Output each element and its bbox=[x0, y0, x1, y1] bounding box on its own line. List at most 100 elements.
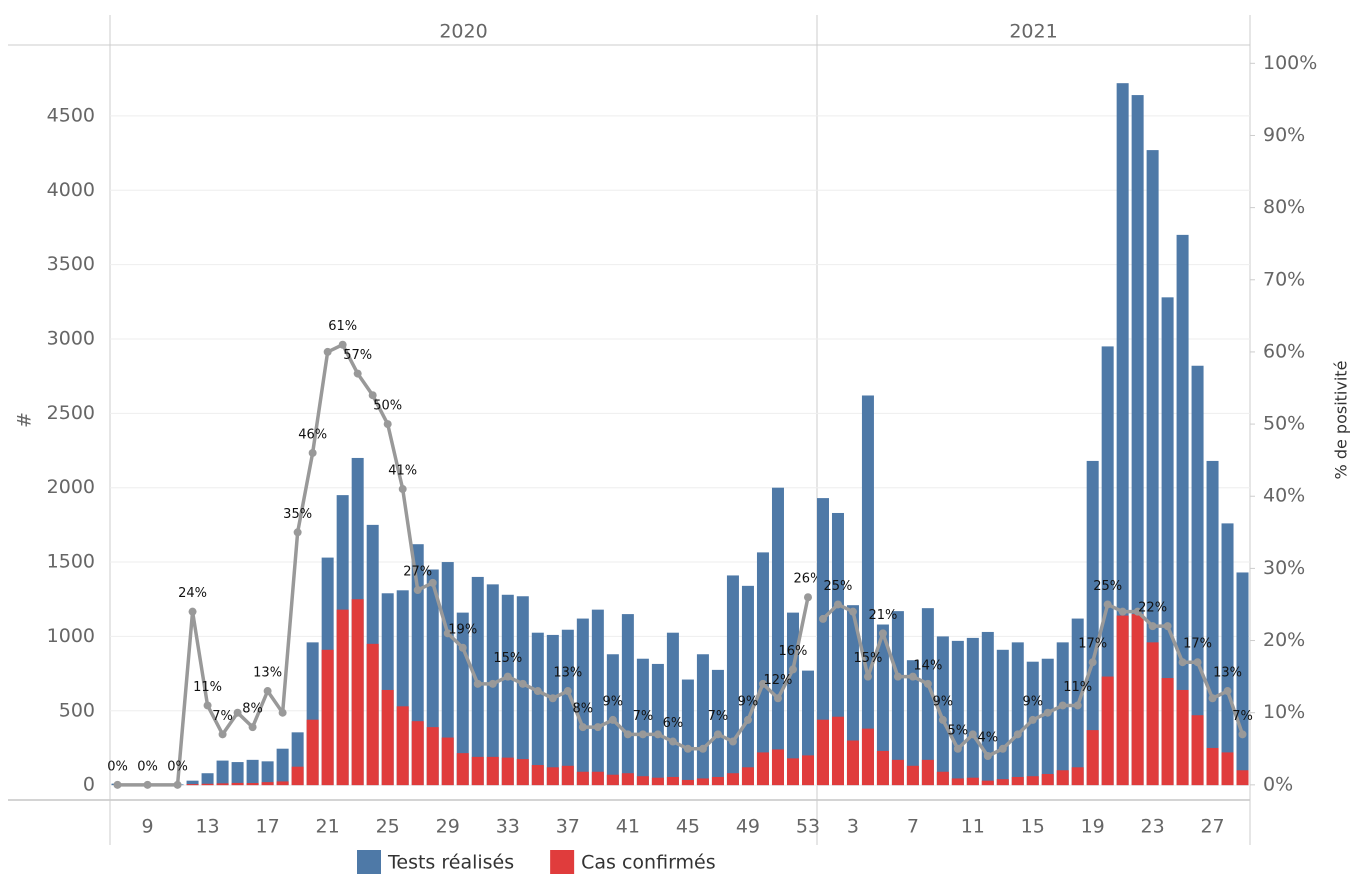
y2-axis-title: % de positivité bbox=[1332, 361, 1351, 480]
x-tick-label: 19 bbox=[1081, 816, 1105, 838]
line-point bbox=[113, 780, 122, 789]
bar bbox=[381, 689, 394, 786]
bar bbox=[591, 771, 604, 786]
bar bbox=[1206, 747, 1219, 786]
bar bbox=[756, 552, 769, 786]
bar bbox=[651, 663, 664, 786]
panel-title: 2021 bbox=[1009, 21, 1057, 43]
bar bbox=[576, 771, 589, 786]
bar bbox=[996, 649, 1009, 786]
y-tick-label: 4500 bbox=[47, 104, 95, 126]
bar bbox=[1071, 767, 1084, 786]
bar bbox=[261, 782, 274, 786]
x-tick-label: 3 bbox=[847, 816, 859, 838]
bar bbox=[456, 753, 469, 786]
y2-tick-label: 90% bbox=[1263, 124, 1305, 146]
value-label: 9% bbox=[933, 694, 954, 709]
x-tick-label: 13 bbox=[195, 816, 219, 838]
line-point bbox=[338, 340, 347, 349]
bar bbox=[246, 783, 259, 786]
value-label: 0% bbox=[167, 759, 188, 774]
bar bbox=[261, 761, 274, 786]
line-point bbox=[578, 723, 587, 732]
bar bbox=[546, 634, 559, 786]
bar bbox=[486, 756, 499, 786]
bar bbox=[636, 658, 649, 786]
bar bbox=[951, 778, 964, 786]
y2-tick-label: 80% bbox=[1263, 196, 1305, 218]
value-label: 61% bbox=[328, 319, 357, 334]
value-label: 13% bbox=[553, 666, 582, 681]
bar bbox=[816, 719, 829, 786]
bar bbox=[861, 395, 874, 786]
x-tick-label: 15 bbox=[1021, 816, 1045, 838]
y2-tick-label: 70% bbox=[1263, 268, 1305, 290]
y2-tick-label: 100% bbox=[1263, 52, 1317, 74]
line-point bbox=[1208, 694, 1217, 703]
bar bbox=[696, 654, 709, 786]
value-label: 11% bbox=[193, 680, 222, 695]
line-point bbox=[698, 744, 707, 753]
value-label: 21% bbox=[868, 608, 897, 623]
line-point bbox=[938, 715, 947, 724]
value-label: 22% bbox=[1138, 601, 1167, 616]
value-label: 9% bbox=[603, 694, 624, 709]
bar bbox=[981, 631, 994, 786]
line-point bbox=[1103, 600, 1112, 609]
x-tick-label: 11 bbox=[961, 816, 985, 838]
value-label: 9% bbox=[738, 694, 759, 709]
bar bbox=[1026, 776, 1039, 786]
bar bbox=[681, 779, 694, 786]
bar bbox=[336, 609, 349, 786]
line-point bbox=[833, 600, 842, 609]
line-point bbox=[173, 780, 182, 789]
line-point bbox=[1118, 607, 1127, 616]
line-point bbox=[638, 730, 647, 739]
bar bbox=[1176, 234, 1189, 786]
y2-tick-label: 10% bbox=[1263, 701, 1305, 723]
value-label: 25% bbox=[1093, 579, 1122, 594]
bar bbox=[846, 740, 859, 786]
bar bbox=[951, 640, 964, 786]
bar bbox=[246, 759, 259, 786]
y2-tick-label: 20% bbox=[1263, 629, 1305, 651]
bar bbox=[936, 771, 949, 786]
bar bbox=[801, 755, 814, 786]
line-point bbox=[773, 694, 782, 703]
bar bbox=[351, 599, 364, 786]
value-label: 7% bbox=[633, 709, 654, 724]
bar bbox=[891, 611, 904, 786]
line-point bbox=[278, 708, 287, 717]
x-tick-label: 23 bbox=[1141, 816, 1165, 838]
bar bbox=[201, 773, 214, 786]
line-point bbox=[593, 723, 602, 732]
bar bbox=[921, 608, 934, 786]
x-tick-label: 41 bbox=[616, 816, 640, 838]
bar bbox=[1146, 642, 1159, 786]
value-label: 15% bbox=[493, 651, 522, 666]
bar bbox=[1041, 773, 1054, 786]
line-point bbox=[908, 672, 917, 681]
value-label: 17% bbox=[1183, 637, 1212, 652]
y-tick-label: 1000 bbox=[47, 625, 95, 647]
line-point bbox=[1223, 687, 1232, 696]
value-label: 7% bbox=[212, 709, 233, 724]
value-label: 25% bbox=[824, 579, 853, 594]
bar bbox=[396, 706, 409, 786]
value-label: 46% bbox=[298, 427, 327, 442]
bar bbox=[186, 784, 199, 786]
bar bbox=[1056, 770, 1069, 786]
bar bbox=[681, 679, 694, 786]
value-label: 41% bbox=[388, 464, 417, 479]
value-label: 16% bbox=[779, 644, 808, 659]
x-tick-label: 21 bbox=[316, 816, 340, 838]
y-tick-label: 4000 bbox=[47, 179, 95, 201]
line-point bbox=[518, 679, 527, 688]
line-point bbox=[458, 643, 467, 652]
x-tick-label: 45 bbox=[676, 816, 700, 838]
bar bbox=[501, 594, 514, 786]
value-label: 7% bbox=[1232, 709, 1253, 724]
bar bbox=[201, 783, 214, 786]
line-point bbox=[353, 369, 362, 378]
